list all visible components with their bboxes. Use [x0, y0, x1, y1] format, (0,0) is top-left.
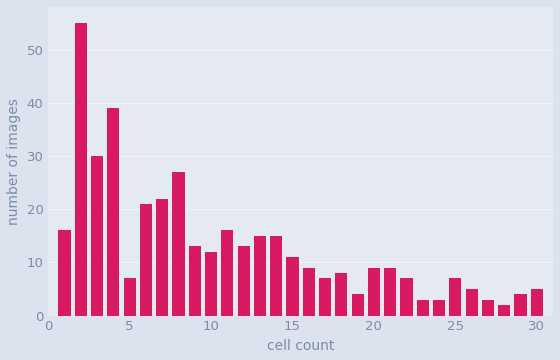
Bar [124, 278, 136, 316]
Bar [237, 247, 250, 316]
Bar [189, 247, 201, 316]
Bar [352, 294, 364, 316]
Bar [303, 268, 315, 316]
Bar [449, 278, 461, 316]
Bar [482, 300, 494, 316]
Bar [74, 23, 87, 316]
Bar [221, 230, 234, 316]
Bar [531, 289, 543, 316]
Bar [368, 268, 380, 316]
Bar [108, 108, 119, 316]
Bar [417, 300, 429, 316]
Bar [286, 257, 298, 316]
X-axis label: cell count: cell count [267, 339, 334, 353]
Bar [58, 230, 71, 316]
Bar [319, 278, 331, 316]
Bar [498, 305, 510, 316]
Bar [515, 294, 526, 316]
Bar [384, 268, 396, 316]
Bar [140, 204, 152, 316]
Bar [156, 199, 169, 316]
Bar [433, 300, 445, 316]
Bar [254, 236, 266, 316]
Bar [270, 236, 282, 316]
Bar [400, 278, 413, 316]
Bar [465, 289, 478, 316]
Y-axis label: number of images: number of images [7, 98, 21, 225]
Bar [91, 156, 103, 316]
Bar [205, 252, 217, 316]
Bar [335, 273, 347, 316]
Bar [172, 172, 185, 316]
